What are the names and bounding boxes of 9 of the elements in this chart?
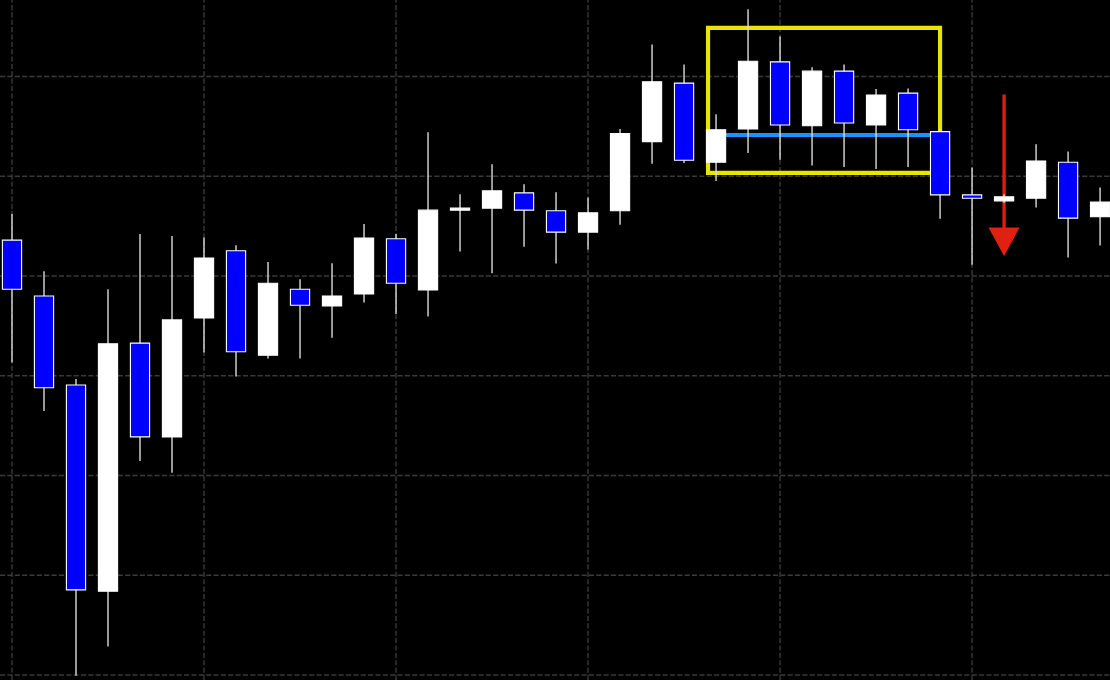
candlestick (961, 167, 983, 265)
candlestick (577, 197, 599, 250)
candlestick (1089, 187, 1110, 246)
candlestick (545, 192, 567, 264)
candlestick (449, 194, 471, 252)
candlestick (321, 263, 343, 338)
candlestick (513, 184, 535, 247)
candlestick (289, 279, 311, 359)
candlestick (481, 164, 503, 274)
